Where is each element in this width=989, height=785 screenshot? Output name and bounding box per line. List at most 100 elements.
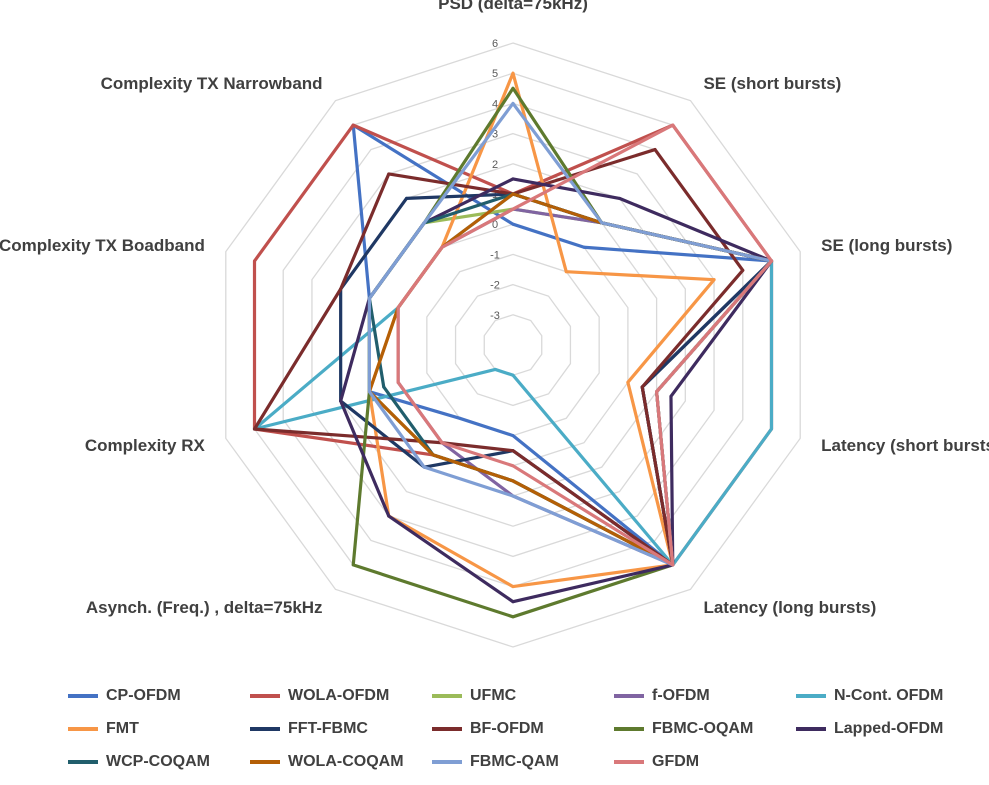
legend-item-ufmc: UFMC: [432, 683, 516, 709]
data-point-cp-ofdm-0: [511, 222, 515, 226]
data-point-bf-ofdm-9: [387, 172, 391, 176]
legend-swatch: [432, 694, 462, 698]
legend-label: GFDM: [652, 753, 700, 770]
tick-label: 6: [492, 38, 498, 50]
grid-ring: [483, 314, 543, 376]
data-point-fmt-1: [564, 270, 568, 274]
grid-ring: [311, 132, 715, 558]
data-point-bf-ofdm-5: [511, 449, 515, 453]
data-point-gfdm-2: [769, 259, 773, 263]
tick-label: 2: [492, 159, 498, 171]
data-point-bf-ofdm-2: [741, 268, 745, 272]
data-point-lapped-ofdm-0: [511, 177, 515, 181]
data-point-lapped-ofdm-5: [511, 600, 515, 604]
axis-label-asynch-freq-delta-75khz: Asynch. (Freq.) , delta=75kHz: [86, 598, 323, 617]
data-point-bf-ofdm-1: [653, 148, 657, 152]
axis-label-complexity-tx-boadband: Complexity TX Boadband: [0, 236, 205, 255]
legend-item-lapped-ofdm: Lapped-OFDM: [796, 716, 943, 742]
data-point-bf-ofdm-7: [253, 427, 257, 431]
data-point-gfdm-7: [396, 380, 400, 384]
series-gfdm: [396, 123, 774, 567]
data-point-bf-ofdm-3: [640, 385, 644, 389]
legend-swatch: [796, 727, 826, 731]
series-line-wola-coqam: [367, 192, 774, 567]
legend-swatch: [68, 760, 98, 764]
data-point-gfdm-1: [671, 123, 675, 127]
grid-ring: [426, 253, 600, 437]
legend-label: BF-OFDM: [470, 720, 544, 737]
axis-label-latency-short-bursts: Latency (short bursts): [821, 436, 989, 455]
legend-swatch: [614, 727, 644, 731]
data-point-wola-ofdm-8: [253, 259, 257, 263]
data-point-fmt-0: [511, 71, 515, 75]
legend-label: FBMC-OQAM: [652, 720, 754, 737]
data-point-fbmc-qam-6: [422, 465, 426, 469]
data-point-fmt-5: [511, 585, 515, 589]
tick-label: 5: [492, 68, 498, 80]
data-point-cp-ofdm-1: [582, 245, 586, 249]
data-point-n-cont-ofdm-3: [769, 427, 773, 431]
legend-label: CP-OFDM: [106, 687, 181, 704]
data-point-fmt-2: [712, 278, 716, 282]
axis-label-se-long-bursts: SE (long bursts): [821, 236, 952, 255]
legend-label: N-Cont. OFDM: [834, 687, 944, 704]
data-point-gfdm-0: [511, 207, 515, 211]
data-point-gfdm-8: [396, 306, 400, 310]
legend-item-f-ofdm: f-OFDM: [614, 683, 710, 709]
series-fbmc-oqam: [351, 86, 774, 619]
legend-label: Lapped-OFDM: [834, 720, 944, 737]
legend-label: FFT-FBMC: [288, 720, 368, 737]
legend-label: UFMC: [470, 687, 517, 704]
data-point-fbmc-qam-8: [367, 296, 371, 300]
legend-item-fmt: FMT: [68, 716, 139, 742]
legend-item-cp-ofdm: CP-OFDM: [68, 683, 181, 709]
legend-swatch: [614, 760, 644, 764]
data-point-gfdm-6: [440, 441, 444, 445]
legend-label: FMT: [106, 720, 139, 737]
data-point-wola-coqam-6: [431, 453, 435, 457]
legend-item-fbmc-qam: FBMC-QAM: [432, 749, 559, 775]
data-point-wola-ofdm-9: [351, 123, 355, 127]
legend-label: FBMC-QAM: [470, 753, 559, 770]
data-point-fbmc-oqam-5: [511, 615, 515, 619]
legend-label: WCP-COQAM: [106, 753, 210, 770]
legend-swatch: [614, 694, 644, 698]
data-point-wcp-coqam-7: [382, 385, 386, 389]
data-point-lapped-ofdm-6: [387, 514, 391, 518]
data-point-fbmc-qam-0: [511, 101, 515, 105]
legend-item-fbmc-oqam: FBMC-OQAM: [614, 716, 753, 742]
data-point-cp-ofdm-6: [458, 416, 462, 420]
legend-swatch: [250, 694, 280, 698]
grid-ring: [225, 42, 801, 648]
legend-item-wola-coqam: WOLA-COQAM: [250, 749, 404, 775]
data-point-fbmc-qam-1: [600, 221, 604, 225]
radar-series: [252, 71, 774, 619]
series-line-wcp-coqam: [367, 192, 774, 567]
axis-label-psd-delta-75khz: PSD (delta=75kHz): [438, 0, 588, 13]
data-point-wola-coqam-0: [511, 192, 515, 196]
data-point-lapped-ofdm-1: [618, 196, 622, 200]
series-line-wola-ofdm: [252, 123, 774, 567]
series-f-ofdm: [396, 207, 774, 567]
legend-swatch: [68, 727, 98, 731]
data-point-gfdm-5: [511, 464, 515, 468]
data-point-fbmc-qam-7: [367, 390, 371, 394]
legend-swatch: [432, 727, 462, 731]
tick-label: -1: [490, 249, 500, 261]
series-line-n-cont-ofdm: [252, 192, 774, 567]
data-point-lapped-ofdm-3: [669, 394, 673, 398]
data-point-cp-ofdm-5: [511, 434, 515, 438]
tick-label: 3: [492, 129, 498, 141]
legend-label: WOLA-COQAM: [288, 753, 404, 770]
data-point-lapped-ofdm-7: [339, 399, 343, 403]
legend-item-fft-fbmc: FFT-FBMC: [250, 716, 368, 742]
legend-swatch: [68, 694, 98, 698]
grid-ring: [454, 283, 572, 407]
data-point-fbmc-qam-9: [422, 221, 426, 225]
data-point-fbmc-oqam-6: [351, 563, 355, 567]
data-point-gfdm-4: [671, 563, 675, 567]
data-point-bf-ofdm-8: [339, 287, 343, 291]
axis-label-latency-long-bursts: Latency (long bursts): [703, 598, 876, 617]
legend-item-n-cont-ofdm: N-Cont. OFDM: [796, 683, 943, 709]
